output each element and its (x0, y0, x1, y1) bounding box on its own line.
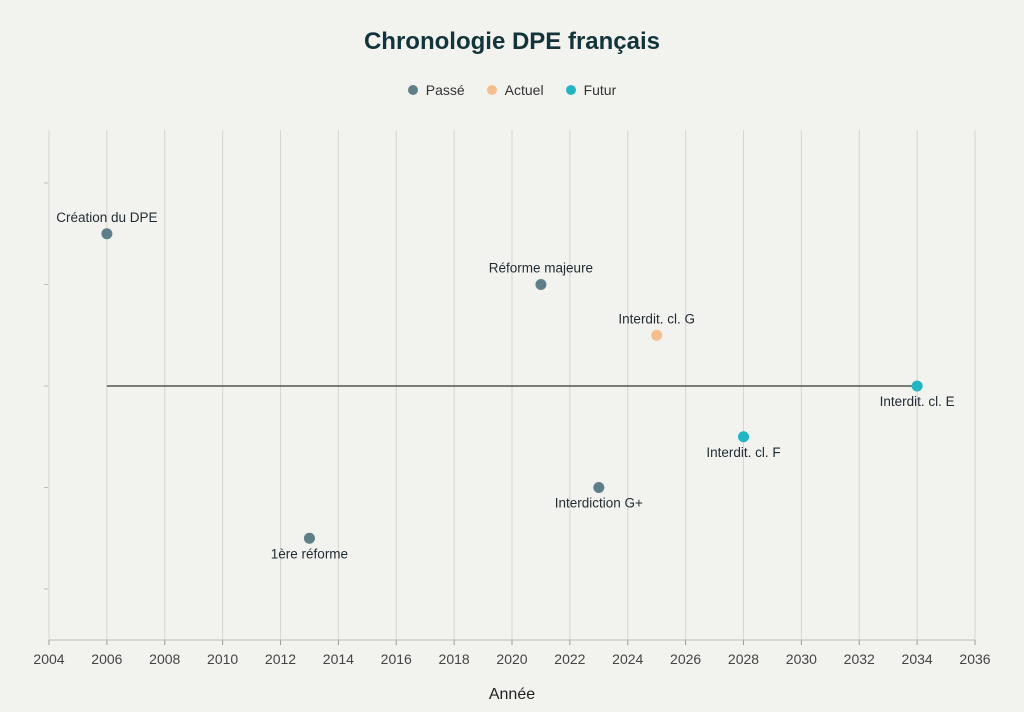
event-point (593, 482, 605, 493)
legend-item: Actuel (486, 82, 544, 98)
x-tick-label: 2014 (323, 651, 354, 667)
legend-swatch (486, 85, 497, 95)
chart-title: Chronologie DPE français (363, 28, 661, 55)
event-label: Réforme majeure (489, 261, 593, 276)
event-point (535, 279, 547, 290)
x-tick-label: 2026 (670, 651, 701, 667)
event-label: Interdit. cl. E (880, 394, 955, 409)
x-tick-label: 2034 (902, 651, 933, 667)
event-label: Interdit. cl. F (706, 445, 780, 460)
x-tick-label: 2012 (265, 651, 296, 667)
event-label: 1ère réforme (271, 546, 348, 561)
event-label: Interdit. cl. G (618, 311, 695, 326)
event-label: Interdiction G+ (555, 496, 643, 511)
x-axis-title: Année (489, 686, 535, 703)
x-tick-label: 2018 (439, 651, 470, 667)
x-tick-label: 2006 (91, 651, 122, 667)
x-tick-label: 2028 (728, 651, 759, 667)
event-point (911, 380, 923, 392)
event-point (303, 532, 315, 544)
x-tick-label: 2022 (554, 651, 585, 667)
x-tick-label: 2010 (207, 651, 238, 667)
legend-swatch (565, 85, 576, 95)
legend-swatch (407, 85, 418, 95)
x-tick-label: 2036 (959, 651, 990, 667)
chart-legend: Passé Actuel Futur (0, 82, 1024, 98)
event-label: Création du DPE (56, 210, 157, 225)
x-tick-label: 2008 (149, 651, 180, 667)
event-point (101, 228, 113, 240)
x-tick-label: 2020 (496, 651, 527, 667)
event-point (738, 431, 749, 443)
x-tick-label: 2032 (844, 651, 875, 667)
legend-label: Futur (583, 82, 617, 98)
legend-label: Actuel (504, 82, 544, 98)
legend-item: Passé (407, 82, 465, 98)
x-tick-label: 2004 (33, 651, 64, 667)
x-tick-label: 2016 (381, 651, 412, 667)
x-tick-label: 2024 (612, 651, 643, 667)
legend-label: Passé (425, 82, 465, 98)
event-point (651, 329, 663, 341)
legend-item: Futur (565, 82, 617, 98)
x-tick-label: 2030 (786, 651, 817, 667)
